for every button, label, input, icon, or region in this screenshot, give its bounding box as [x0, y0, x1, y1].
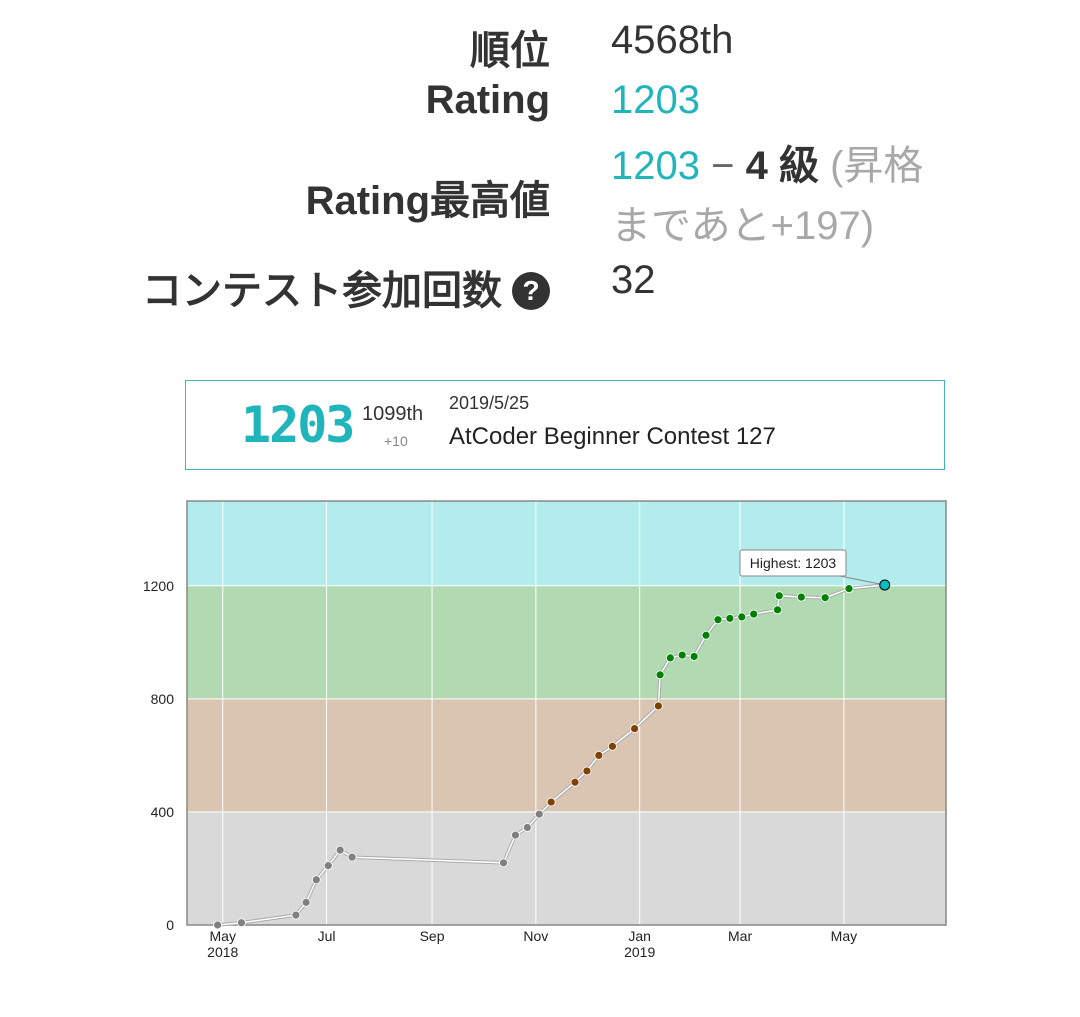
highest-annotation-text: Highest: 1203 — [750, 555, 837, 571]
rating-point-3 — [301, 897, 311, 907]
rating-point-26 — [737, 612, 747, 622]
rating-point-25 — [725, 613, 735, 623]
rating-line — [217, 584, 885, 926]
highest-rating-dash: − — [711, 144, 735, 188]
y-tick-label-0: 0 — [166, 917, 174, 933]
rating-band-1 — [187, 698, 946, 812]
contest-info-box: 1203 1099th +10 2019/5/25 AtCoder Beginn… — [185, 380, 945, 470]
rating-point-5 — [323, 861, 333, 871]
rating-point-31 — [820, 593, 830, 603]
x-tick-year-0: 2018 — [207, 944, 238, 960]
promotion-note-start: (昇格 — [830, 144, 924, 188]
rating-point-11 — [534, 809, 544, 819]
question-circle-icon[interactable]: ? — [512, 272, 550, 310]
highest-annotation-box — [739, 549, 847, 577]
rating-point-24 — [713, 615, 723, 625]
rating-point-33 — [879, 579, 891, 591]
rating-point-16 — [608, 741, 617, 751]
info-contest-name[interactable]: AtCoder Beginner Contest 127 — [449, 423, 776, 450]
rating-point-6 — [335, 845, 345, 855]
rating-point-17 — [630, 724, 639, 733]
rating-point-0 — [213, 920, 223, 930]
contests-label: コンテスト参加回数 — [142, 269, 502, 313]
rating-point-32 — [844, 584, 854, 594]
rating-point-14 — [582, 766, 592, 776]
chart-frame — [186, 500, 947, 926]
rating-point-8 — [499, 858, 508, 868]
info-date: 2019/5/25 — [449, 393, 530, 413]
rating-point-30 — [796, 592, 806, 602]
highest-annotation-leader — [839, 575, 885, 586]
rating-point-2 — [291, 910, 301, 920]
rating-value: 1203 — [611, 78, 700, 122]
rating-point-29 — [774, 591, 784, 601]
info-rating: 1203 — [241, 396, 355, 454]
rating-point-10 — [522, 823, 532, 832]
rating-band-2 — [187, 585, 946, 699]
contests-value: 32 — [611, 258, 656, 302]
rating-point-21 — [677, 650, 687, 660]
y-tick-label-3: 1200 — [143, 578, 174, 594]
x-tick-year-4: 2019 — [624, 944, 655, 960]
contests-label-wrap: コンテスト参加回数? — [142, 258, 550, 316]
rank-value: 4568th — [611, 18, 734, 62]
rating-label: Rating — [425, 78, 550, 122]
x-tick-label-5: Mar — [728, 928, 752, 944]
x-tick-label-1: Jul — [318, 928, 336, 944]
rating-point-4 — [311, 875, 321, 885]
x-tick-label-0: May — [210, 928, 236, 944]
rating-band-0 — [187, 811, 946, 925]
highest-rating-label: Rating最高値 — [305, 179, 550, 223]
rating-point-1 — [237, 918, 246, 928]
x-tick-label-2: Sep — [420, 928, 445, 944]
rating-point-9 — [511, 830, 520, 840]
rating-point-15 — [594, 751, 604, 760]
x-tick-label-4: Jan — [628, 928, 651, 944]
info-rating-diff: +10 — [384, 433, 408, 449]
rating-point-18 — [653, 701, 663, 711]
info-rank: 1099th — [362, 403, 424, 425]
rating-point-7 — [347, 852, 357, 862]
rating-point-28 — [773, 605, 782, 615]
x-tick-label-3: Nov — [523, 928, 548, 944]
y-tick-label-1: 400 — [151, 804, 175, 820]
rating-point-12 — [546, 797, 556, 807]
rating-point-19 — [655, 670, 665, 680]
highest-rating-value: 1203 — [611, 144, 700, 188]
highest-rating-grade: 4 級 — [745, 144, 819, 188]
rating-point-13 — [570, 777, 580, 787]
x-tick-label-6: May — [831, 928, 857, 944]
rating-point-23 — [701, 630, 711, 640]
promotion-note-end: まであと+197) — [611, 204, 875, 248]
rating-point-27 — [749, 609, 759, 619]
y-tick-label-2: 800 — [151, 691, 175, 707]
rank-label: 順位 — [470, 29, 550, 73]
rating-point-22 — [689, 652, 699, 661]
highest-rating-value-block: 1203 − 4 級 (昇格 まであと+197) — [611, 136, 923, 256]
rating-point-20 — [665, 653, 675, 663]
